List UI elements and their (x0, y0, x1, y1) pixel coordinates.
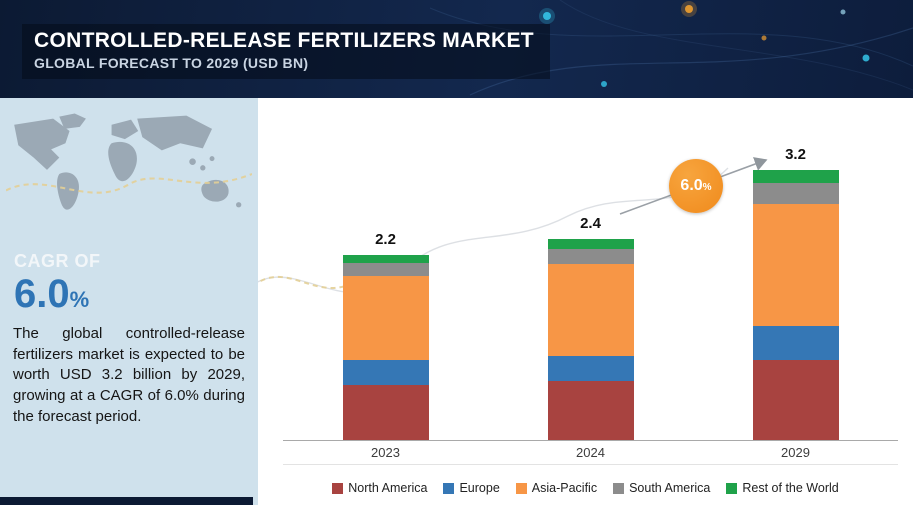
growth-rate-value: 6.0 (680, 177, 703, 194)
legend-item-rest-of-the-world: Rest of the World (726, 481, 839, 495)
world-map-wrap (0, 98, 258, 245)
segment-europe (547, 356, 634, 381)
bar-group-2024: 2.4 (547, 215, 634, 440)
segment-south-america (547, 249, 634, 264)
legend-label: South America (629, 481, 711, 495)
legend-item-asia-pacific: Asia-Pacific (515, 481, 598, 495)
cagr-block: CAGR OF 6.0% (0, 245, 258, 314)
segment-rest-of-the-world (342, 255, 429, 263)
stacked-bar (547, 239, 634, 440)
segment-asia-pacific (342, 276, 429, 360)
cagr-label: CAGR OF (14, 251, 101, 271)
segment-south-america (752, 183, 839, 204)
legend-label: North America (348, 481, 428, 495)
bar-total-label: 2.4 (580, 215, 601, 232)
legend-swatch (613, 482, 625, 494)
segment-asia-pacific (752, 204, 839, 326)
bar-chart: 2.2 2.4 3.2 (283, 98, 898, 441)
legend-item-south-america: South America (613, 481, 710, 495)
bar-group-2023: 2.2 (342, 231, 429, 440)
legend-label: Europe (459, 481, 500, 495)
growth-rate-badge: 6.0% (669, 159, 723, 213)
stacked-bar (342, 255, 429, 440)
page-title: CONTROLLED-RELEASE FERTILIZERS MARKET (34, 29, 534, 52)
segment-rest-of-the-world (547, 239, 634, 249)
cagr-percent-sign: % (69, 287, 90, 312)
segment-europe (342, 360, 429, 385)
bar-total-label: 3.2 (785, 146, 806, 163)
sidebar: CAGR OF 6.0% The global controlled-relea… (0, 98, 258, 505)
cagr-value: 6.0% (14, 274, 244, 314)
segment-south-america (342, 263, 429, 276)
x-axis-label-2029: 2029 (781, 445, 810, 460)
growth-rate-unit: % (702, 182, 712, 193)
legend-swatch (515, 482, 527, 494)
legend-swatch (443, 482, 455, 494)
legend-label: Rest of the World (742, 481, 839, 495)
stacked-bar (752, 170, 839, 440)
bar-group-2029: 3.2 (752, 146, 839, 440)
segment-europe (752, 326, 839, 360)
chart-panel: 2.2 2.4 3.2 2023 2024 2029 North America Euro… (258, 98, 913, 505)
segment-asia-pacific (547, 264, 634, 356)
legend-item-europe: Europe (443, 481, 500, 495)
cagr-number: 6.0 (14, 272, 70, 316)
x-axis-label-2024: 2024 (576, 445, 605, 460)
legend-swatch (726, 482, 738, 494)
segment-north-america (752, 360, 839, 440)
x-axis-label-2023: 2023 (371, 445, 400, 460)
segment-rest-of-the-world (752, 170, 839, 183)
legend-item-north-america: North America (332, 481, 427, 495)
title-box: CONTROLLED-RELEASE FERTILIZERS MARKET GL… (22, 24, 550, 79)
page-subtitle: GLOBAL FORECAST TO 2029 (USD BN) (34, 55, 309, 71)
x-axis: 2023 2024 2029 (283, 441, 898, 465)
legend-label: Asia-Pacific (531, 481, 598, 495)
segment-north-america (342, 385, 429, 440)
market-description: The global controlled-release fertilizer… (13, 325, 245, 425)
footer-bar (0, 497, 253, 505)
header-banner: CONTROLLED-RELEASE FERTILIZERS MARKET GL… (0, 0, 913, 98)
legend-swatch (332, 482, 344, 494)
world-map (5, 113, 253, 210)
bar-total-label: 2.2 (375, 231, 396, 248)
segment-north-america (547, 381, 634, 440)
chart-legend: North America Europe Asia-Pacific South Ame… (258, 477, 913, 499)
